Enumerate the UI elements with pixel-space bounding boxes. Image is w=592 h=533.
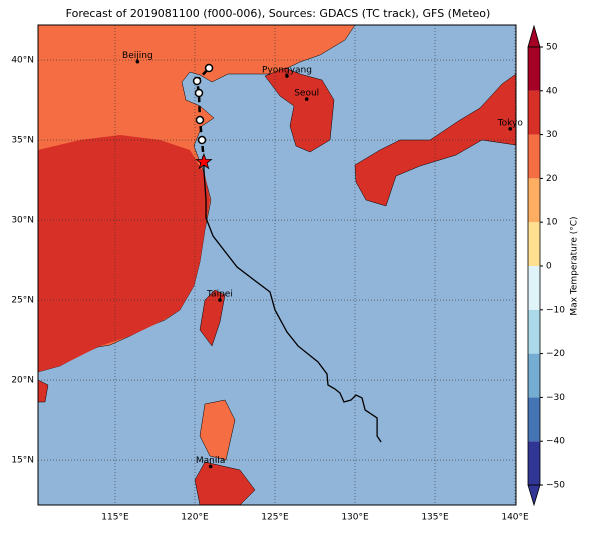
x-tick-label: 120°E <box>181 513 209 523</box>
city-dot <box>218 298 222 302</box>
colorbar-tick-label: −30 <box>546 393 565 403</box>
colorbar-tick-label: −20 <box>546 349 565 359</box>
city-dot <box>304 97 309 101</box>
colorbar-band <box>528 353 540 398</box>
colorbar-tick-label: 0 <box>546 262 552 272</box>
land <box>38 379 49 403</box>
colorbar-tick-label: −50 <box>546 481 565 491</box>
colorbar-tick-label: 50 <box>546 43 558 53</box>
forecast-point <box>195 115 205 125</box>
colorbar-tick-label: 10 <box>546 218 558 228</box>
land <box>199 399 236 461</box>
tc-track <box>203 161 382 443</box>
y-tick-label: 40°N <box>11 56 34 66</box>
x-tick-label: 125°E <box>261 513 289 523</box>
city-label: Manila <box>196 456 226 466</box>
y-tick-label: 15°N <box>11 456 34 466</box>
colorbar-band <box>528 397 540 442</box>
city-dot <box>135 59 140 64</box>
y-tick-label: 35°N <box>11 136 34 146</box>
colorbar-tick-label: 20 <box>546 174 558 184</box>
y-tick-label: 25°N <box>11 296 34 306</box>
title: Forecast of 2019081100 (f000-006), Sourc… <box>66 7 491 20</box>
map-frame <box>37 24 517 506</box>
colorbar-band <box>528 441 540 485</box>
colorbar-band <box>528 90 540 135</box>
x-tick-label: 135°E <box>421 513 449 523</box>
colorbar-tick-label: 40 <box>546 86 558 96</box>
forecast-point <box>192 76 202 86</box>
city-label: Beijing <box>122 51 153 61</box>
colorbar-tick-label: −10 <box>546 305 565 315</box>
land-hot <box>38 135 210 372</box>
colorbar-band <box>528 47 540 91</box>
city-label: Seoul <box>294 89 319 99</box>
colorbar-band <box>528 266 540 310</box>
land <box>199 289 226 347</box>
city-dot <box>508 127 513 131</box>
y-tick-label: 20°N <box>11 376 34 386</box>
y-tick-label: 30°N <box>11 216 34 226</box>
x-tick-label: 130°E <box>341 513 369 523</box>
colorbar-band <box>528 309 540 354</box>
colorbar-band <box>528 222 540 266</box>
colorbar-tick-label: 30 <box>546 130 558 140</box>
x-tick-label: 115°E <box>101 513 129 523</box>
map-area <box>38 25 516 505</box>
current-position <box>195 152 213 170</box>
land <box>194 461 256 505</box>
city-dot <box>285 74 289 78</box>
colorbar-extend-bottom <box>527 484 541 507</box>
land <box>264 67 335 153</box>
colorbar-label: Max Temperature (°C) <box>570 216 580 315</box>
city-label: Pyongyang <box>262 66 312 76</box>
city-label: Taipei <box>206 290 233 300</box>
forecast-point <box>197 135 207 145</box>
colorbar-band <box>528 178 540 223</box>
city-label: Tokyo <box>497 118 524 128</box>
colorbar-extend-top <box>527 24 541 48</box>
colorbar-band <box>528 134 540 179</box>
city-dot <box>208 464 213 469</box>
x-tick-label: 140°E <box>501 513 529 523</box>
colorbar-tick-label: −40 <box>546 437 565 447</box>
forecast-point <box>194 88 204 98</box>
forecast-point <box>204 63 214 73</box>
